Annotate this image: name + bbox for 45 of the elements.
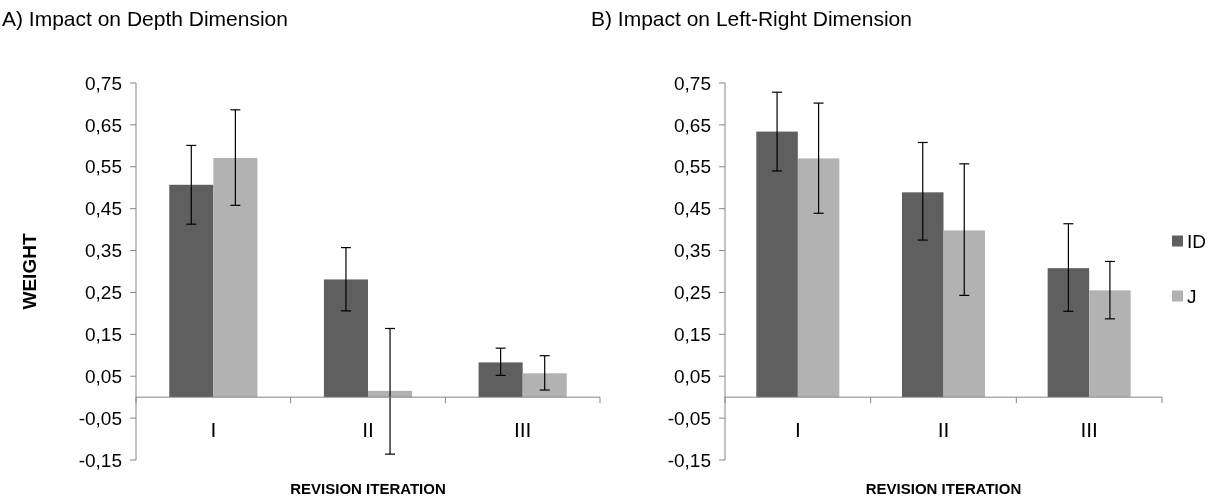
bar — [901, 192, 944, 398]
bar — [213, 157, 258, 398]
x-axis-title: REVISION ITERATION — [865, 480, 1022, 497]
x-tick-label: II — [362, 418, 374, 442]
y-tick-label: -0,05 — [78, 407, 122, 429]
y-tick-label: 0,25 — [85, 282, 122, 304]
x-axis-title: REVISION ITERATION — [290, 480, 446, 497]
y-tick-label: 0,65 — [674, 114, 711, 136]
x-tick-label: I — [794, 418, 801, 442]
bar — [169, 184, 214, 398]
bar — [756, 131, 798, 398]
y-tick-label: 0,55 — [674, 156, 711, 178]
x-tick-label: III — [1080, 418, 1098, 442]
legend-label: J — [1187, 286, 1197, 308]
y-tick-label: 0,35 — [674, 240, 711, 262]
chart-title: A) Impact on Depth Dimension — [2, 7, 288, 30]
y-tick-label: -0,15 — [78, 449, 122, 471]
x-tick-label: II — [937, 418, 950, 442]
bar — [1089, 290, 1131, 398]
y-tick-label: 0,15 — [674, 323, 711, 345]
bar — [522, 373, 567, 398]
y-tick-label: 0,45 — [85, 198, 122, 220]
bar — [943, 230, 986, 398]
y-tick-label: 0,55 — [85, 156, 122, 178]
x-tick-label: III — [513, 418, 532, 442]
y-tick-label: 0,25 — [674, 282, 711, 304]
y-tick-label: -0,15 — [667, 449, 711, 471]
y-axis-title: WEIGHT — [19, 233, 40, 310]
bar — [797, 158, 840, 398]
bar — [1047, 268, 1090, 398]
y-tick-label: 0,65 — [85, 114, 122, 136]
y-tick-label: 0,35 — [85, 240, 122, 262]
bar — [368, 390, 413, 398]
y-tick-label: 0,05 — [85, 365, 122, 387]
x-tick-label: I — [210, 418, 217, 442]
bar — [323, 279, 368, 398]
y-tick-label: -0,05 — [667, 407, 711, 429]
legend-label: ID — [1187, 231, 1206, 253]
bar — [478, 362, 523, 398]
chart-title: B) Impact on Left-Right Dimension — [591, 7, 912, 30]
y-tick-label: 0,75 — [85, 72, 122, 94]
y-tick-label: 0,45 — [674, 198, 711, 220]
y-tick-label: 0,05 — [674, 365, 711, 387]
y-tick-label: 0,15 — [85, 323, 122, 345]
y-tick-label: 0,75 — [674, 72, 711, 94]
